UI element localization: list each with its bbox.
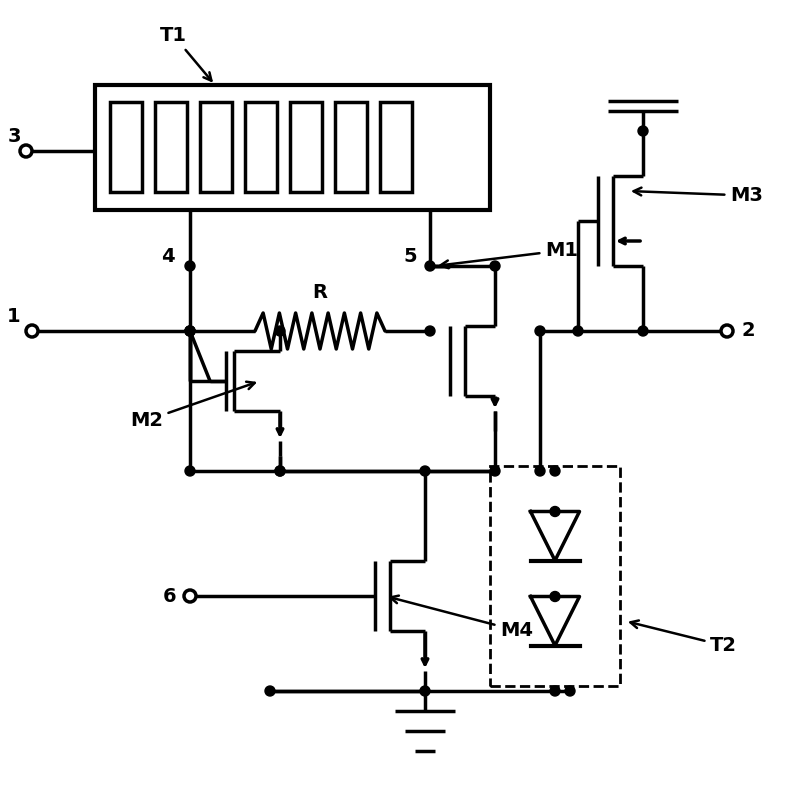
Polygon shape: [530, 512, 579, 560]
Circle shape: [550, 591, 560, 602]
Text: T2: T2: [630, 620, 737, 655]
Bar: [95, 85, 490, 210]
Circle shape: [535, 466, 545, 476]
Circle shape: [425, 326, 435, 336]
Circle shape: [185, 466, 195, 476]
Circle shape: [490, 261, 500, 271]
Circle shape: [265, 686, 275, 696]
Circle shape: [638, 326, 648, 336]
Text: M1: M1: [441, 241, 578, 268]
Circle shape: [565, 686, 575, 696]
Polygon shape: [530, 597, 579, 646]
Circle shape: [20, 145, 32, 157]
Circle shape: [535, 326, 545, 336]
Circle shape: [420, 466, 430, 476]
Text: 3: 3: [7, 127, 21, 145]
Text: R: R: [313, 284, 327, 303]
Circle shape: [275, 466, 285, 476]
Circle shape: [26, 325, 38, 337]
Text: T1: T1: [160, 26, 211, 81]
Circle shape: [721, 325, 733, 337]
Circle shape: [420, 686, 430, 696]
Circle shape: [185, 326, 195, 336]
Text: 1: 1: [7, 307, 21, 325]
Circle shape: [425, 261, 435, 271]
Bar: [200, 102, 232, 192]
Text: 2: 2: [741, 321, 755, 341]
Circle shape: [490, 466, 500, 476]
Circle shape: [184, 590, 196, 602]
Circle shape: [275, 466, 285, 476]
Circle shape: [573, 326, 583, 336]
Circle shape: [550, 466, 560, 476]
Text: 5: 5: [403, 247, 417, 265]
Text: 6: 6: [163, 586, 177, 606]
Circle shape: [550, 507, 560, 517]
Circle shape: [275, 326, 285, 336]
Bar: [290, 102, 322, 192]
Bar: [380, 102, 412, 192]
Circle shape: [185, 326, 195, 336]
Circle shape: [185, 326, 195, 336]
Text: 4: 4: [161, 247, 175, 265]
Text: M4: M4: [390, 595, 533, 640]
Circle shape: [550, 686, 560, 696]
Text: M3: M3: [634, 186, 763, 205]
Bar: [490, 466, 620, 686]
Circle shape: [638, 126, 648, 136]
Bar: [335, 102, 367, 192]
Circle shape: [185, 261, 195, 271]
Bar: [110, 102, 142, 192]
Bar: [245, 102, 277, 192]
Bar: [155, 102, 187, 192]
Text: M2: M2: [130, 382, 254, 430]
